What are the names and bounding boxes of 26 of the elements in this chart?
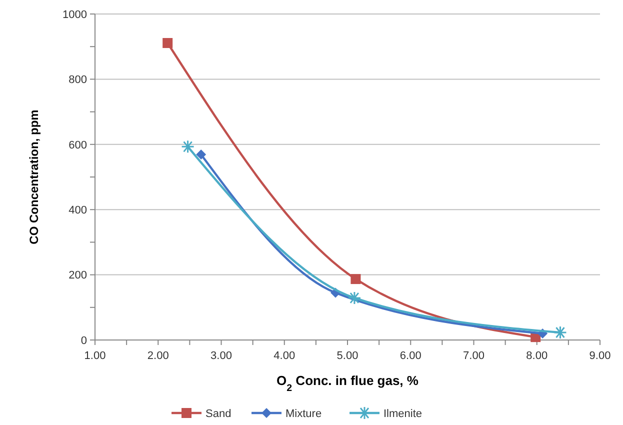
x-tick-label: 8.00 xyxy=(526,350,548,362)
x-tick-label: 9.00 xyxy=(589,350,611,362)
point xyxy=(196,150,206,160)
x-tick-label: 6.00 xyxy=(400,350,422,362)
x-tick-label: 7.00 xyxy=(463,350,484,362)
x-tick-label: 5.00 xyxy=(336,350,358,362)
point xyxy=(553,326,567,340)
y-tick-label: 600 xyxy=(68,139,87,152)
x-tick-label: 3.00 xyxy=(210,350,232,362)
y-tick-label: 1000 xyxy=(62,8,87,21)
x-tick-label: 4.00 xyxy=(274,350,296,362)
legend-label: Sand xyxy=(206,408,232,420)
x-axis-title: O$_{2}$ Conc. in flue gas, % xyxy=(276,373,419,394)
point xyxy=(162,38,173,48)
y-axis-title: CO Concentration, ppm xyxy=(27,110,41,244)
point xyxy=(348,291,362,305)
x-tick-label: 2.00 xyxy=(147,350,169,362)
y-tick-label: 200 xyxy=(68,270,87,282)
y-tick-label: 800 xyxy=(68,74,87,86)
legend-label: Mixture xyxy=(286,408,322,420)
y-tick-label: 400 xyxy=(68,204,87,216)
point xyxy=(350,274,361,284)
legend-label: Ilmenite xyxy=(384,408,422,420)
y-tick-label: 0 xyxy=(80,334,87,347)
x-tick-label: 1.00 xyxy=(84,350,106,362)
point xyxy=(181,140,195,154)
